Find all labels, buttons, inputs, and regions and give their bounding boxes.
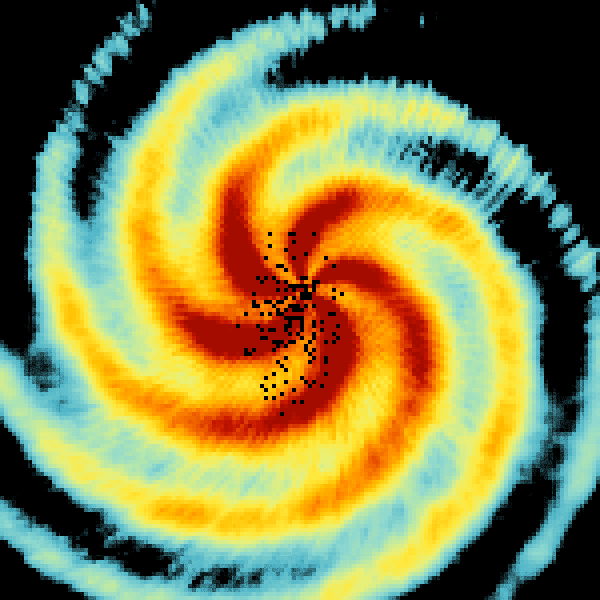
- radar-image-viewport[interactable]: Tropical Cyclone Radar Reflectivity Comp…: [0, 0, 600, 600]
- radar-field-canvas[interactable]: [0, 0, 600, 600]
